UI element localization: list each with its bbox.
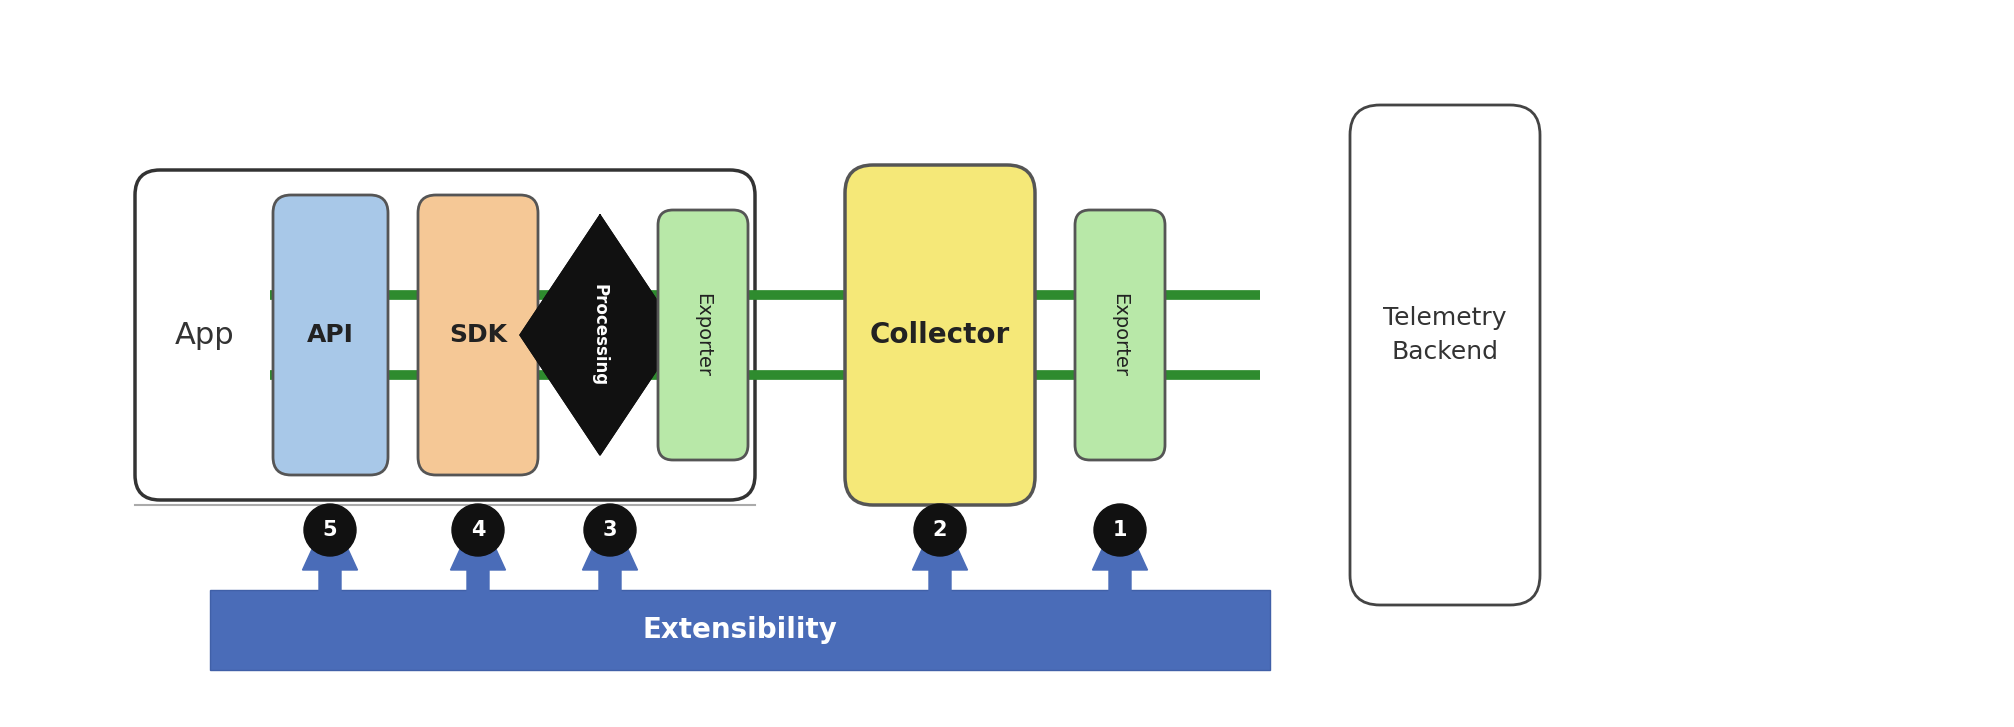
Bar [209, 590, 1269, 670]
FancyBboxPatch shape [272, 195, 389, 475]
FancyBboxPatch shape [1073, 210, 1164, 460]
Text: Extensibility: Extensibility [642, 616, 838, 644]
FancyBboxPatch shape [417, 195, 538, 475]
Text: 2: 2 [932, 520, 947, 540]
FancyBboxPatch shape [135, 170, 755, 500]
Text: Telemetry
Backend: Telemetry Backend [1382, 306, 1506, 364]
Text: 4: 4 [471, 520, 485, 540]
Text: Collector: Collector [870, 321, 1009, 349]
Circle shape [304, 504, 356, 556]
Circle shape [451, 504, 504, 556]
Polygon shape [1092, 510, 1146, 668]
Polygon shape [302, 510, 356, 668]
Text: Processing: Processing [590, 284, 608, 386]
Text: Exporter: Exporter [693, 293, 713, 377]
FancyBboxPatch shape [659, 210, 747, 460]
Polygon shape [451, 510, 506, 668]
Text: 5: 5 [322, 520, 336, 540]
Polygon shape [582, 510, 636, 668]
Text: App: App [175, 321, 234, 350]
Polygon shape [912, 510, 967, 668]
Circle shape [584, 504, 636, 556]
Text: Exporter: Exporter [1110, 293, 1130, 377]
FancyBboxPatch shape [1349, 105, 1539, 605]
FancyBboxPatch shape [844, 165, 1035, 505]
Text: 3: 3 [602, 520, 616, 540]
Text: 1: 1 [1112, 520, 1126, 540]
Text: SDK: SDK [449, 323, 508, 347]
Polygon shape [520, 215, 679, 455]
Text: API: API [306, 323, 352, 347]
Circle shape [1094, 504, 1146, 556]
Circle shape [914, 504, 965, 556]
